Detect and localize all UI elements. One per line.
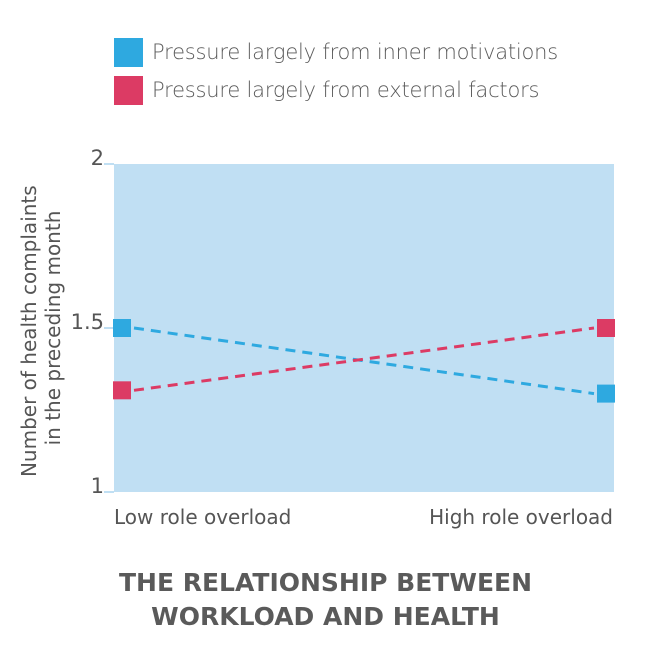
chart-title-line-1: THE RELATIONSHIP BETWEEN bbox=[118, 568, 533, 597]
y-axis-label-line-1: Number of health complaints bbox=[17, 185, 41, 477]
legend-label-external: Pressure largely from external factors bbox=[152, 78, 540, 102]
legend: Pressure largely from inner motivations … bbox=[114, 33, 558, 109]
y-axis-label-line-2: in the preceding month bbox=[41, 211, 65, 446]
legend-item-external: Pressure largely from external factors bbox=[114, 71, 558, 109]
chart-title-line-2: WORKLOAD AND HEALTH bbox=[151, 602, 500, 631]
legend-item-inner: Pressure largely from inner motivations bbox=[114, 33, 558, 71]
y-axis: 11.52 bbox=[71, 146, 114, 498]
series-group bbox=[113, 319, 615, 403]
data-point-marker bbox=[597, 319, 615, 337]
legend-swatch-inner bbox=[114, 37, 143, 67]
series-0 bbox=[113, 319, 615, 403]
legend-label-inner: Pressure largely from inner motivations bbox=[152, 40, 559, 64]
series-line bbox=[133, 326, 595, 396]
x-category-high: High role overload bbox=[429, 505, 613, 529]
x-category-low: Low role overload bbox=[114, 505, 291, 529]
y-tick-label: 1.5 bbox=[71, 310, 104, 334]
series-line bbox=[133, 326, 595, 392]
y-axis-label: Number of health complaints in the prece… bbox=[17, 179, 65, 477]
plot-area bbox=[114, 164, 614, 492]
y-tick-label: 1 bbox=[91, 474, 104, 498]
y-tick-label: 2 bbox=[91, 146, 104, 170]
data-point-marker bbox=[113, 319, 131, 337]
data-point-marker bbox=[597, 384, 615, 403]
chart-title: THE RELATIONSHIP BETWEEN WORKLOAD AND HE… bbox=[0, 566, 651, 634]
data-point-marker bbox=[113, 381, 131, 400]
legend-swatch-external bbox=[114, 75, 143, 105]
series-1 bbox=[113, 319, 615, 400]
